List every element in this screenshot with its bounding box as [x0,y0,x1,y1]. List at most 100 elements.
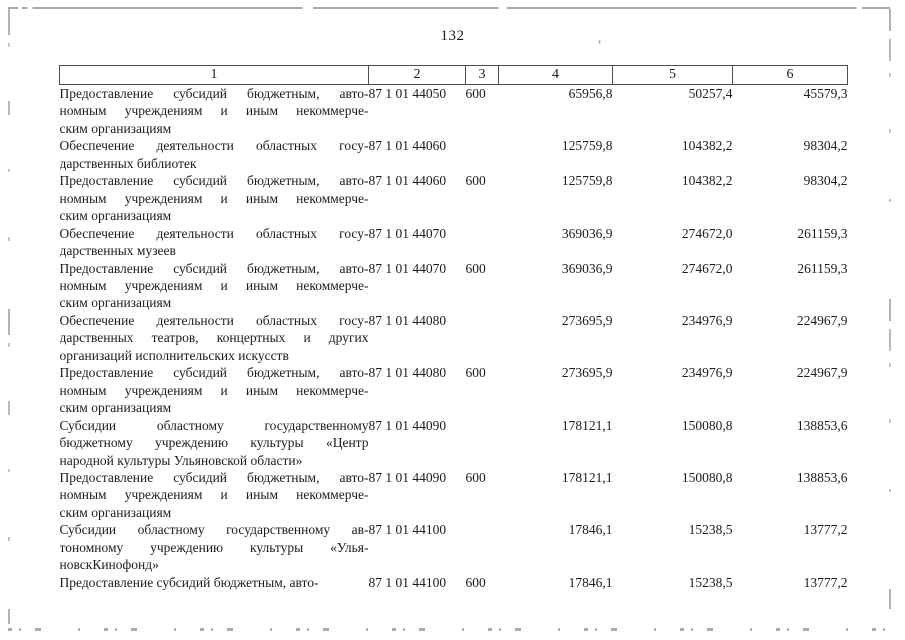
code-cell: 87 1 01 44080 [368,365,447,381]
group-cell: 600 [465,365,486,381]
column-header-1: 1 [59,65,369,85]
name-cell: Обеспечение деятельности областных госу-… [60,225,369,260]
name-line: номным учреждениям и иным некоммерче- [59,382,369,398]
column-header-4: 4 [498,65,613,85]
col5-amount-cell: 150080,8 [681,469,733,485]
name-line: Предоставление субсидий бюджетным, авто- [59,86,369,101]
col5-amount-cell: 104382,2 [681,173,733,189]
group-cell [466,417,499,469]
col5-amount-cell: 274672,0 [681,225,733,241]
col6-amount-cell: 13777,2 [803,574,848,590]
col4-amount-cell: 369036,9 [561,260,613,276]
column-header-3: 3 [465,65,499,85]
group-cell: 600 [465,173,486,189]
code-cell: 87 1 01 44050 [368,86,447,101]
name-line: ским организациям [59,208,172,224]
col5-amount-cell: 15238,5 [688,522,733,538]
code-cell: 87 1 01 44100 [368,574,447,590]
name-cell: Обеспечение деятельности областных госу-… [60,137,369,172]
name-line: Предоставление субсидий бюджетным, авто- [59,173,369,189]
name-cell: Субсидии областному государственному ав-… [60,521,369,573]
code-cell: 87 1 01 44090 [368,417,447,433]
group-cell [466,312,499,364]
name-cell: Предоставление субсидий бюджетным, авто-… [60,364,369,416]
column-header-2: 2 [368,65,466,85]
col5-amount-cell: 104382,2 [681,138,733,154]
col6-amount-cell: 13777,2 [803,522,848,538]
table-row: Предоставление субсидий бюджетным, авто-… [60,85,848,138]
col6-amount-cell: 98304,2 [803,138,848,154]
group-cell [466,225,499,260]
name-line: Предоставление субсидий бюджетным, авто- [59,365,369,381]
name-line: Субсидии областному государственному ав- [59,522,369,538]
scan-edge-right [889,9,891,609]
table-row: Обеспечение деятельности областных госу-… [60,225,848,260]
name-cell: Обеспечение деятельности областных госу-… [60,312,369,364]
col5-amount-cell: 150080,8 [681,417,733,433]
table-row: Обеспечение деятельности областных госу-… [60,312,848,364]
col5-amount-cell: 15238,5 [688,574,733,590]
col6-amount-cell: 138853,6 [796,417,848,433]
col6-amount-cell: 45579,3 [803,86,848,101]
name-line: организаций исполнительских искусств [59,347,289,363]
name-line: ским организациям [59,120,172,136]
scan-speck: , [598,30,602,45]
name-line: ским организациям [59,295,172,311]
name-line: номным учреждениям и иным некоммерче- [59,190,369,206]
name-line: ским организациям [59,504,172,520]
column-header-5: 5 [612,65,733,85]
code-cell: 87 1 01 44100 [368,522,447,538]
group-cell: 600 [465,86,486,101]
name-line: Субсидии областному государственному [59,417,369,433]
name-line: Предоставление субсидий бюджетным, авто- [59,260,369,276]
code-cell: 87 1 01 44070 [368,225,447,241]
col6-amount-cell: 138853,6 [796,469,848,485]
group-cell [466,521,499,573]
group-cell: 600 [465,260,486,276]
name-cell: Предоставление субсидий бюджетным, авто-… [60,260,369,312]
scan-edge-left [8,9,10,624]
group-cell: 600 [465,469,486,485]
page-number: 132 [440,28,465,44]
col4-amount-cell: 17846,1 [568,522,613,538]
col4-amount-cell: 178121,1 [561,417,613,433]
col4-amount-cell: 65956,8 [568,86,613,101]
code-cell: 87 1 01 44080 [368,312,447,328]
col6-amount-cell: 224967,9 [796,365,848,381]
table-row: Предоставление субсидий бюджетным, авто-… [60,574,848,591]
name-line: бюджетному учреждению культуры «Центр [59,435,369,451]
name-line: тономному учреждению культуры «Улья- [59,539,369,555]
col5-amount-cell: 274672,0 [681,260,733,276]
name-cell: Предоставление субсидий бюджетным, авто-… [60,85,369,138]
name-line: Обеспечение деятельности областных госу- [59,312,369,328]
code-cell: 87 1 01 44090 [368,469,447,485]
name-line: Предоставление субсидий бюджетным, авто- [59,574,319,590]
scan-edge-top [8,7,890,9]
name-line: дарственных библиотек [59,155,197,171]
col5-amount-cell: 50257,4 [688,86,733,101]
table-row: Предоставление субсидий бюджетным, авто-… [60,469,848,521]
code-cell: 87 1 01 44060 [368,138,447,154]
name-cell: Субсидии областному государственному бюдж… [60,417,369,469]
name-line: номным учреждениям и иным некоммерче- [59,103,369,119]
col5-amount-cell: 234976,9 [681,312,733,328]
name-line: номным учреждениям и иным некоммерче- [59,487,369,503]
table-row: Предоставление субсидий бюджетным, авто-… [60,364,848,416]
col6-amount-cell: 224967,9 [796,312,848,328]
table-row: Субсидии областному государственному бюдж… [60,417,848,469]
code-cell: 87 1 01 44070 [368,260,447,276]
name-line: дарственных музеев [59,243,176,259]
name-cell: Предоставление субсидий бюджетным, авто-… [60,469,369,521]
name-line: дарственных театров, концертных и других [59,330,369,346]
table-row: Предоставление субсидий бюджетным, авто-… [60,260,848,312]
name-line: номным учреждениям и иным некоммерче- [59,277,369,293]
name-line: Обеспечение деятельности областных госу- [59,225,369,241]
table-row: Субсидии областному государственному ав-… [60,521,848,573]
table-row: Предоставление субсидий бюджетным, авто-… [60,172,848,224]
code-cell: 87 1 01 44060 [368,173,447,189]
group-cell: 600 [465,574,486,590]
col4-amount-cell: 125759,8 [561,138,613,154]
